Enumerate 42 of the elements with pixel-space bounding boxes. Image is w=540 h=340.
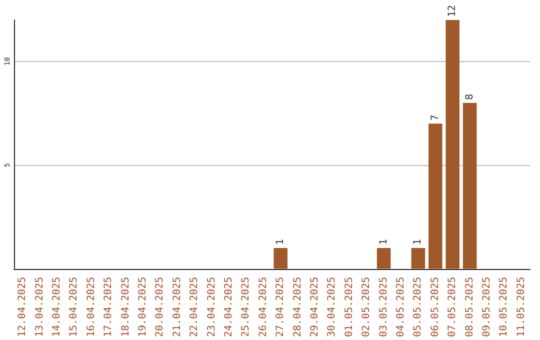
x-tick-label: 01.05.2025 bbox=[344, 276, 355, 338]
x-tick-label: 26.04.2025 bbox=[258, 276, 269, 338]
x-tick-label: 08.05.2025 bbox=[464, 276, 476, 338]
x-tick-label: 10.05.2025 bbox=[498, 276, 510, 338]
x-tick-label: 20.04.2025 bbox=[154, 276, 166, 338]
data-label: 7 bbox=[430, 114, 441, 121]
x-tick-label: 03.05.2025 bbox=[378, 276, 390, 338]
x-tick-label: 22.04.2025 bbox=[189, 276, 200, 338]
data-label: 1 bbox=[275, 239, 286, 246]
x-tick-label: 14.04.2025 bbox=[52, 276, 62, 338]
data-label: 1 bbox=[412, 239, 424, 246]
x-tick-label: 09.05.2025 bbox=[482, 276, 492, 338]
bar bbox=[274, 248, 288, 269]
x-tick-label: 21.04.2025 bbox=[172, 276, 183, 338]
x-tick-label: 19.04.2025 bbox=[138, 276, 148, 338]
x-tick-label: 18.04.2025 bbox=[120, 276, 132, 338]
x-tick-label: 11.05.2025 bbox=[516, 276, 527, 338]
x-tick-label: 04.05.2025 bbox=[396, 276, 406, 338]
x-tick-label: 17.04.2025 bbox=[103, 276, 114, 338]
data-label: 8 bbox=[464, 94, 476, 100]
x-tick-label: 07.05.2025 bbox=[447, 276, 458, 338]
bar bbox=[446, 20, 460, 269]
x-tick-label: 30.04.2025 bbox=[326, 276, 338, 338]
x-tick-label: 06.05.2025 bbox=[430, 276, 441, 338]
x-tick-label: 05.05.2025 bbox=[412, 276, 424, 338]
x-tick-label: 25.04.2025 bbox=[240, 276, 252, 338]
x-tick-label: 16.04.2025 bbox=[86, 276, 97, 338]
x-tick-label: 28.04.2025 bbox=[292, 276, 304, 338]
x-tick-label: 02.05.2025 bbox=[361, 276, 372, 338]
bar bbox=[411, 248, 426, 269]
x-tick-label: 15.04.2025 bbox=[68, 276, 80, 338]
bar bbox=[376, 248, 391, 269]
x-tick-label: 29.04.2025 bbox=[310, 276, 320, 338]
bar bbox=[462, 102, 477, 269]
data-label: 12 bbox=[447, 4, 458, 17]
x-tick-label: 27.04.2025 bbox=[275, 276, 286, 338]
bar bbox=[428, 124, 442, 269]
data-label: 1 bbox=[378, 239, 390, 246]
x-tick-label: 13.04.2025 bbox=[34, 276, 46, 338]
x-tick-label: 24.04.2025 bbox=[224, 276, 234, 338]
x-tick-label: 12.04.2025 bbox=[17, 276, 28, 338]
x-tick-label: 23.04.2025 bbox=[206, 276, 218, 338]
